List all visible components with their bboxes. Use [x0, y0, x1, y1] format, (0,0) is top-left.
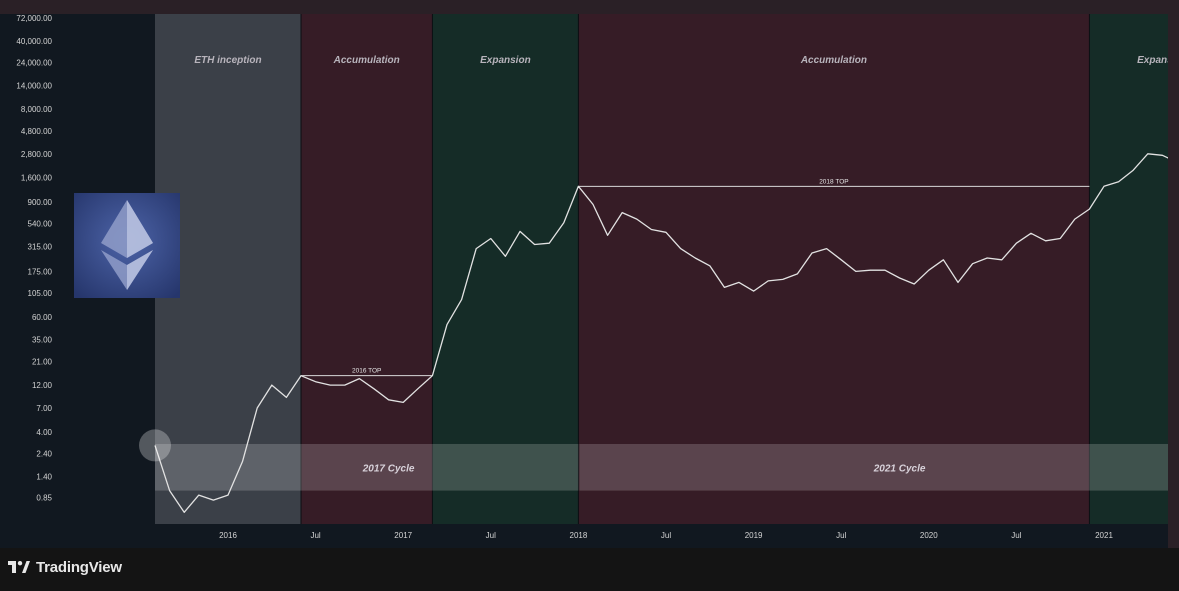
phase-labels: ETH inception Accumulation Expansion Accumu… [194, 55, 1168, 474]
start-highlight [139, 429, 171, 462]
y-tick-label: 12.00 [32, 381, 53, 390]
tradingview-brand[interactable]: TradingView [8, 557, 122, 577]
phase-expansion-4 [1089, 14, 1168, 524]
y-tick-label: 21.00 [32, 357, 53, 366]
y-tick-label: 315.00 [28, 242, 53, 251]
x-tick-label: 2018 [570, 531, 588, 540]
phase-accumulation-3 [578, 14, 1090, 524]
tradingview-logo-icon [8, 561, 30, 573]
y-tick-label: 14,000.00 [16, 81, 52, 90]
x-tick-label: Jul [310, 531, 320, 540]
y-axis: 72,000.00 40,000.00 24,000.00 14,000.00 8,00… [16, 14, 52, 502]
x-axis: 2016Jul2017Jul2018Jul2019Jul2020Jul2021J… [219, 531, 1113, 540]
x-tick-label: Jul [661, 531, 671, 540]
price-series [154, 153, 1168, 513]
phase-label-4: Expansion [1137, 55, 1168, 66]
y-tick-label: 60.00 [32, 313, 53, 322]
y-tick-label: 2.40 [36, 449, 52, 458]
x-tick-label: 2021 [1095, 531, 1113, 540]
x-tick-label: 2020 [920, 531, 938, 540]
y-tick-label: 35.00 [32, 336, 53, 345]
phase-label-3: Accumulation [800, 55, 867, 66]
y-tick-label: 175.00 [28, 267, 53, 276]
cycle-label-0: 2017 Cycle [362, 463, 415, 474]
y-tick-label: 4.00 [36, 428, 52, 437]
phase-label-0: ETH inception [194, 55, 261, 66]
start-highlight-circle [139, 429, 171, 462]
phase-accumulation-1 [301, 14, 433, 524]
cycle-band-0 [155, 443, 579, 491]
x-tick-label: 2016 [219, 531, 237, 540]
x-tick-label: Jul [1011, 531, 1021, 540]
y-tick-label: 24,000.00 [16, 59, 52, 68]
x-tick-label: 2017 [394, 531, 412, 540]
y-tick-label: 8,000.00 [21, 105, 53, 114]
footer-bar [0, 548, 1179, 591]
cycle-band-1 [579, 443, 1168, 491]
top-label-1: 2018 TOP [819, 178, 848, 185]
y-tick-label: 0.85 [36, 493, 52, 502]
phase-expansion-2 [432, 14, 579, 524]
cycle-bands [155, 443, 1168, 491]
phase-label-1: Accumulation [333, 55, 400, 66]
y-tick-label: 2,800.00 [21, 150, 53, 159]
y-tick-label: 72,000.00 [16, 14, 52, 23]
y-tick-label: 105.00 [28, 289, 53, 298]
y-tick-label: 40,000.00 [16, 37, 52, 46]
cycle-label-1: 2021 Cycle [873, 463, 926, 474]
phase-label-2: Expansion [480, 55, 531, 66]
x-tick-label: Jul [486, 531, 496, 540]
top-label-0: 2016 TOP [352, 368, 381, 375]
price-line-0 [154, 153, 1168, 513]
brand-name: TradingView [36, 558, 122, 576]
ethereum-logo-icon [74, 193, 180, 298]
phase-backgrounds [155, 14, 1168, 524]
y-tick-label: 7.00 [36, 404, 52, 413]
y-tick-label: 540.00 [28, 220, 53, 229]
y-tick-label: 1,600.00 [21, 174, 53, 183]
y-tick-label: 1.40 [36, 472, 52, 481]
y-tick-label: 4,800.00 [21, 127, 53, 136]
y-tick-label: 900.00 [28, 198, 53, 207]
x-tick-label: Jul [836, 531, 846, 540]
x-tick-label: 2019 [745, 531, 763, 540]
